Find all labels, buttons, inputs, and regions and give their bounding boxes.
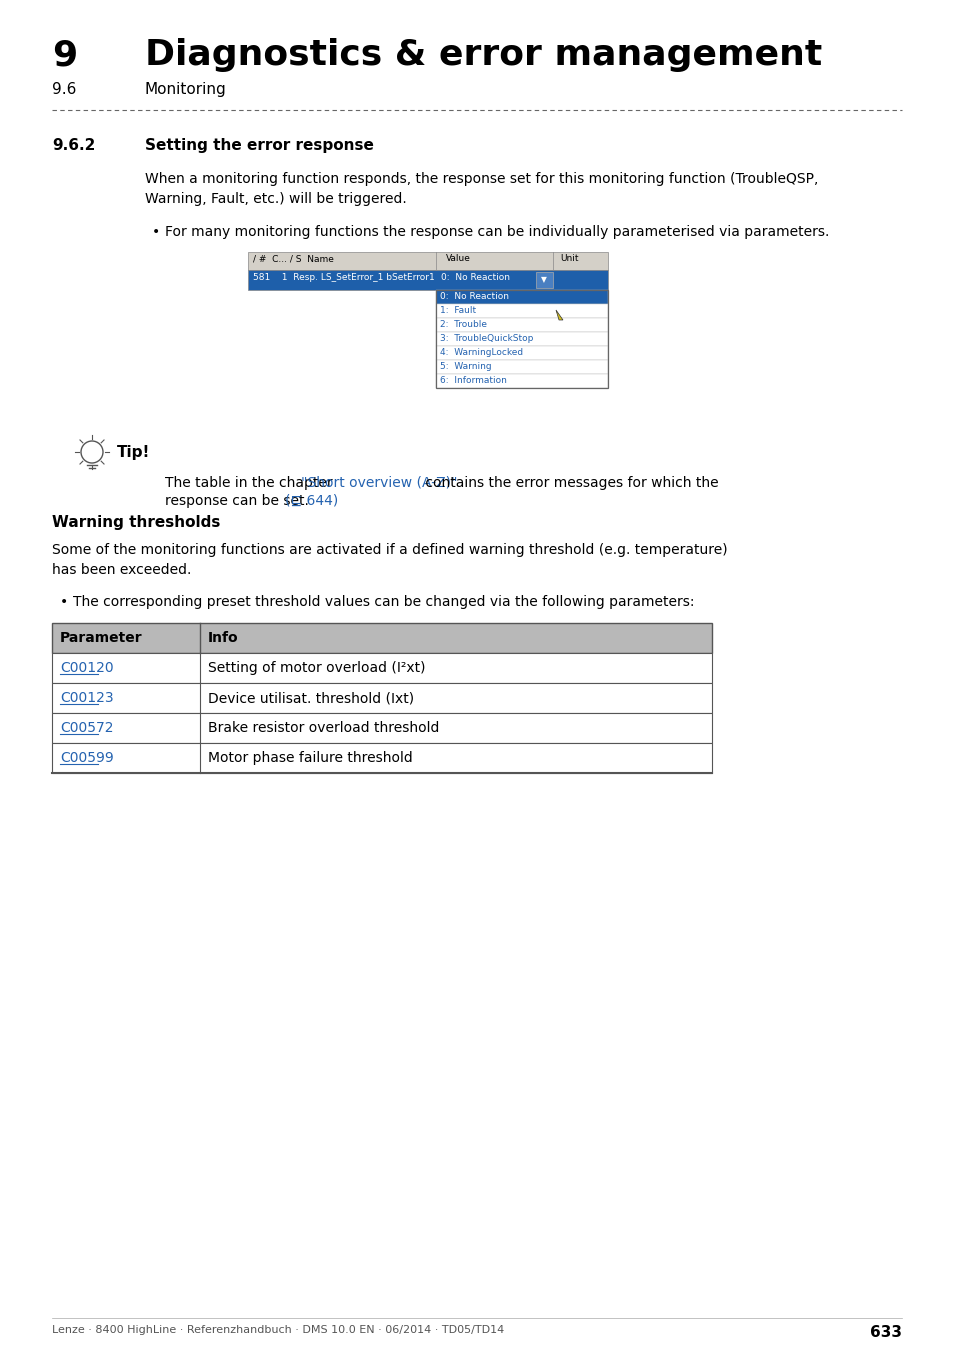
Text: •: • — [152, 225, 160, 239]
Text: 0:  No Reaction: 0: No Reaction — [439, 292, 509, 301]
Text: (⊑ 644): (⊑ 644) — [285, 494, 337, 508]
Bar — [436, 290, 607, 304]
Text: 1:  Fault: 1: Fault — [439, 306, 476, 315]
Bar — [436, 360, 607, 374]
Bar — [536, 271, 553, 288]
Text: 581    1  Resp. LS_SetError_1 bSetError1: 581 1 Resp. LS_SetError_1 bSetError1 — [253, 273, 435, 282]
Text: 5:  Warning: 5: Warning — [439, 362, 491, 371]
Bar — [248, 270, 607, 290]
Text: 633: 633 — [869, 1324, 901, 1341]
Text: Some of the monitoring functions are activated if a defined warning threshold (e: Some of the monitoring functions are act… — [52, 543, 727, 576]
Text: 4:  WarningLocked: 4: WarningLocked — [439, 348, 522, 356]
Text: Setting of motor overload (I²xt): Setting of motor overload (I²xt) — [208, 662, 425, 675]
Text: When a monitoring function responds, the response set for this monitoring functi: When a monitoring function responds, the… — [145, 171, 818, 205]
Text: 9.6: 9.6 — [52, 82, 76, 97]
Text: 3:  TroubleQuickStop: 3: TroubleQuickStop — [439, 333, 533, 343]
Bar — [436, 374, 607, 387]
Bar — [52, 683, 711, 713]
Text: C00599: C00599 — [60, 751, 113, 765]
Text: Parameter: Parameter — [60, 630, 143, 645]
Text: 2:  Trouble: 2: Trouble — [439, 320, 486, 329]
Bar — [436, 346, 607, 360]
Text: The table in the chapter: The table in the chapter — [165, 477, 336, 490]
Text: Motor phase failure threshold: Motor phase failure threshold — [208, 751, 413, 765]
Text: Brake resistor overload threshold: Brake resistor overload threshold — [208, 721, 439, 734]
Text: response can be set.: response can be set. — [165, 494, 317, 508]
Text: •: • — [60, 595, 69, 609]
Text: 0:  No Reaction: 0: No Reaction — [440, 273, 510, 282]
Text: / #  C... / S  Name: / # C... / S Name — [253, 254, 334, 263]
Bar — [436, 332, 607, 346]
Bar — [52, 622, 711, 653]
Text: Warning thresholds: Warning thresholds — [52, 514, 220, 531]
Text: Setting the error response: Setting the error response — [145, 138, 374, 153]
Text: Unit: Unit — [559, 254, 578, 263]
Text: The corresponding preset threshold values can be changed via the following param: The corresponding preset threshold value… — [73, 595, 694, 609]
Text: Value: Value — [446, 254, 471, 263]
Text: Info: Info — [208, 630, 238, 645]
Text: Lenze · 8400 HighLine · Referenzhandbuch · DMS 10.0 EN · 06/2014 · TD05/TD14: Lenze · 8400 HighLine · Referenzhandbuch… — [52, 1324, 504, 1335]
Bar — [52, 653, 711, 683]
Text: 6:  Information: 6: Information — [439, 377, 506, 385]
Text: C00123: C00123 — [60, 691, 113, 705]
Text: For many monitoring functions the response can be individually parameterised via: For many monitoring functions the respon… — [165, 225, 828, 239]
Text: 9.6.2: 9.6.2 — [52, 138, 95, 153]
Text: contains the error messages for which the: contains the error messages for which th… — [420, 477, 718, 490]
Text: Monitoring: Monitoring — [145, 82, 227, 97]
Bar — [52, 713, 711, 743]
Bar — [436, 319, 607, 332]
Text: C00120: C00120 — [60, 662, 113, 675]
Text: "Short overview (A-Z)": "Short overview (A-Z)" — [301, 477, 457, 490]
Bar — [436, 290, 607, 387]
Text: Diagnostics & error management: Diagnostics & error management — [145, 38, 821, 72]
Text: Tip!: Tip! — [117, 446, 151, 460]
Text: ▼: ▼ — [540, 275, 546, 284]
Polygon shape — [556, 310, 562, 320]
Bar — [436, 304, 607, 319]
Text: 9: 9 — [52, 38, 77, 72]
Text: Device utilisat. threshold (Ixt): Device utilisat. threshold (Ixt) — [208, 691, 414, 705]
Bar — [248, 252, 607, 270]
Text: C00572: C00572 — [60, 721, 113, 734]
Bar — [52, 743, 711, 774]
